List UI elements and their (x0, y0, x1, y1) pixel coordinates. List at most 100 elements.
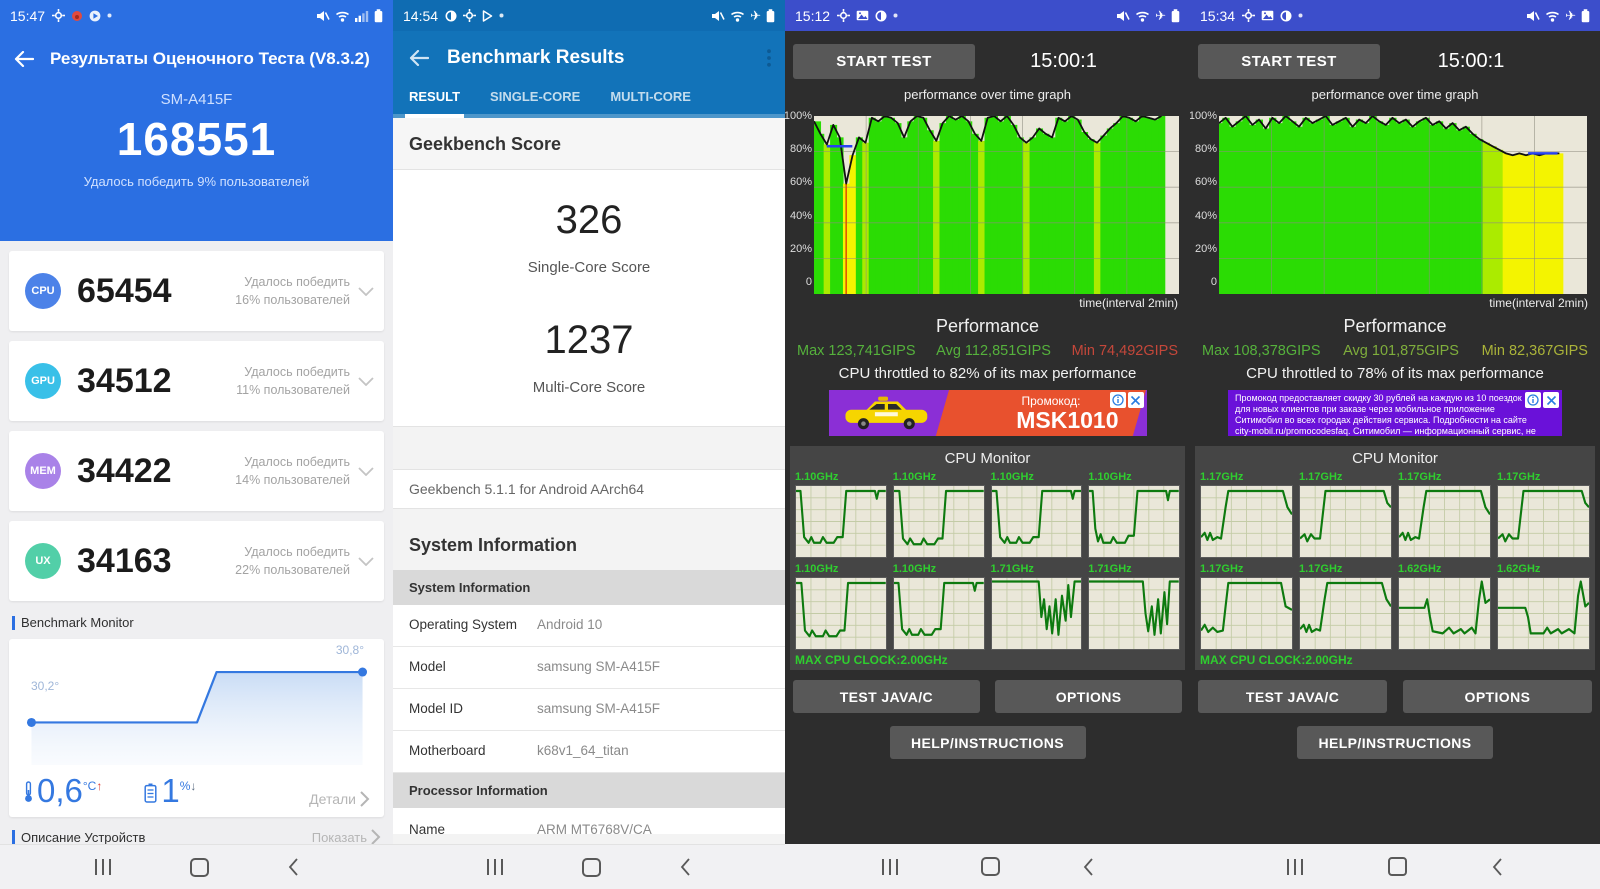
info-row-name-clipped: Name ARM MT6768V/CA (393, 807, 785, 834)
mute-icon (711, 10, 725, 22)
cpu-score-card[interactable]: CPU 65454 Удалось победить 16% пользоват… (9, 251, 384, 331)
cpu-core-cell: 1.62GHz (1398, 563, 1491, 650)
chevron-down-icon[interactable] (358, 376, 374, 386)
mem-score-card[interactable]: MEM 34422 Удалось победить 14% пользоват… (9, 431, 384, 511)
start-test-button[interactable]: START TEST (1198, 44, 1380, 79)
tab-multi-core[interactable]: MULTI-CORE (610, 89, 691, 104)
chevron-right-icon (371, 829, 381, 845)
notification-dot-icon (1298, 13, 1303, 18)
back-button[interactable] (680, 858, 691, 876)
cpu-score: 65454 (77, 271, 172, 310)
cpu-core-chart (795, 485, 887, 558)
android-nav-bar (1190, 844, 1600, 889)
show-link[interactable]: Показать (312, 829, 381, 845)
chevron-down-icon[interactable] (358, 286, 374, 296)
cpu-core-chart (990, 577, 1083, 650)
device-description-label: Описание Устройств (12, 830, 145, 845)
cpu-core-chart (1088, 485, 1180, 558)
status-bar: 15:47 (0, 0, 393, 31)
page-title: Результаты Оценочного Теста (V8.3.2) (50, 49, 370, 68)
temp-end-label: 30,8° (335, 643, 364, 657)
cpu-core-freq-label: 1.71GHz (990, 563, 1034, 575)
ad-info-icon[interactable] (1109, 392, 1126, 408)
chevron-down-icon[interactable] (358, 556, 374, 566)
start-test-button[interactable]: START TEST (793, 44, 975, 79)
temp-unit: °C (82, 779, 97, 793)
cpu-core-freq-label: 1.17GHz (1200, 471, 1244, 483)
wifi-icon (730, 10, 745, 22)
home-button[interactable] (189, 857, 209, 877)
home-button[interactable] (1387, 857, 1407, 876)
y-axis-labels: 100% 80% 60% 40% 20% 0 (785, 110, 812, 288)
temp-delta-value: 0,6 (37, 772, 83, 809)
benchmark-monitor-card: 30,2° 30,8° 0,6 °C↑ 1 %↓ Детали (9, 639, 384, 817)
chevron-down-icon[interactable] (358, 466, 374, 476)
ad-promo-label: Промокод: (1021, 394, 1081, 408)
ad-banner[interactable]: Промокод предоставляет скидку 30 рублей … (1228, 390, 1562, 436)
cpu-core-freq-label: 1.10GHz (892, 471, 937, 483)
cpu-core-freq-label: 1.62GHz (1497, 563, 1541, 575)
ux-score-card[interactable]: UX 34163 Удалось победить 22% пользовате… (9, 521, 384, 601)
android-nav-bar (0, 844, 393, 889)
ad-info-icon[interactable] (1525, 392, 1541, 408)
ad-close-icon[interactable] (1127, 392, 1144, 408)
cpu-core-cell: 1.17GHz (1497, 471, 1590, 558)
temp-start-label: 30,2° (31, 679, 60, 693)
battery-unit: % (179, 779, 191, 793)
overflow-menu-icon[interactable] (767, 49, 771, 67)
cpu-core-freq-label: 1.71GHz (1088, 563, 1132, 575)
tab-single-core[interactable]: SINGLE-CORE (490, 89, 581, 104)
help-instructions-button[interactable]: HELP/INSTRUCTIONS (889, 726, 1086, 759)
arrow-up-icon: ↑ (96, 779, 103, 793)
ux-badge: UX (25, 543, 61, 579)
data-saver-icon (1280, 10, 1292, 22)
geekbench-header: Benchmark Results RESULT SINGLE-CORE MUL… (393, 31, 785, 118)
ux-score: 34163 (77, 541, 172, 580)
cpu-core-freq-label: 1.17GHz (1299, 471, 1343, 483)
cpu-core-freq-label: 1.10GHz (990, 471, 1034, 483)
throttling-test-screen-1: 15:12 ✈ START TEST 15:00:1 performance o… (785, 0, 1190, 889)
throttle-summary: CPU throttled to 82% of its max performa… (838, 365, 1137, 382)
min-gips: Min 82,367GIPS (1481, 343, 1588, 359)
gpu-score-card[interactable]: GPU 34512 Удалось победить 11% пользоват… (9, 341, 384, 421)
mem-score: 34422 (77, 451, 172, 490)
ad-banner[interactable]: Промокод: MSK1010 (828, 390, 1147, 436)
home-button[interactable] (581, 857, 601, 877)
cpu-core-cell: 1.17GHz (1200, 563, 1293, 650)
cpu-core-cell: 1.10GHz (795, 563, 887, 650)
status-bar: 14:54 ✈ (393, 0, 785, 31)
multi-core-score: 1237 (544, 318, 634, 362)
options-button[interactable]: OPTIONS (995, 680, 1182, 713)
help-instructions-button[interactable]: HELP/INSTRUCTIONS (1297, 726, 1493, 759)
wifi-icon (1545, 10, 1560, 22)
back-button[interactable] (1083, 857, 1094, 876)
graph-title: performance over time graph (904, 87, 1071, 102)
details-link[interactable]: Детали (309, 791, 370, 807)
performance-graph: 100% 80% 60% 40% 20% 0 (785, 104, 1190, 296)
recents-button[interactable] (881, 858, 898, 875)
recents-button[interactable] (1287, 858, 1304, 875)
recents-button[interactable] (487, 859, 504, 875)
recents-button[interactable] (94, 859, 111, 875)
back-icon[interactable] (409, 50, 429, 66)
device-description-row[interactable]: Описание Устройств Показать (12, 829, 381, 845)
wifi-icon (1135, 10, 1150, 22)
cpu-core-cell: 1.17GHz (1200, 471, 1293, 558)
cpu-core-cell: 1.62GHz (1497, 563, 1590, 650)
cpu-core-cell: 1.10GHz (990, 471, 1083, 558)
test-java-c-button[interactable]: TEST JAVA/C (1198, 680, 1388, 713)
cpu-core-chart (795, 577, 887, 650)
home-button[interactable] (980, 857, 1000, 876)
back-button[interactable] (1492, 857, 1503, 876)
options-button[interactable]: OPTIONS (1402, 680, 1592, 713)
tab-result[interactable]: RESULT (404, 89, 465, 118)
ad-close-icon[interactable] (1543, 392, 1559, 408)
total-score: 168551 (116, 113, 277, 165)
cpu-core-grid: 1.10GHz 1.10GHz 1.10GHz 1.10GHz 1.10GHz 1.10G… (793, 471, 1182, 650)
back-icon[interactable] (14, 51, 34, 67)
tab-bar: RESULT SINGLE-CORE MULTI-CORE (393, 69, 785, 118)
gear-icon (463, 9, 477, 22)
back-button[interactable] (288, 858, 299, 876)
cpu-core-freq-label: 1.10GHz (795, 563, 839, 575)
test-java-c-button[interactable]: TEST JAVA/C (793, 680, 980, 713)
